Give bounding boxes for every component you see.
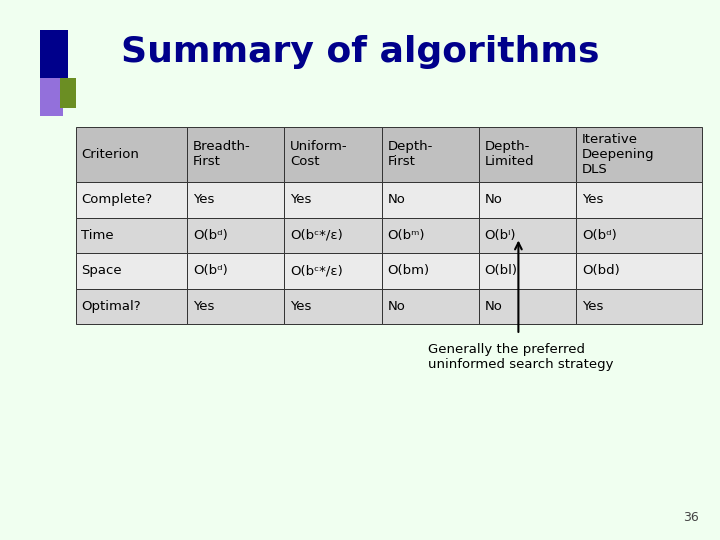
Text: O(bm): O(bm) (387, 264, 430, 277)
Text: Space: Space (81, 264, 122, 277)
Text: O(bᶜ*/ε): O(bᶜ*/ε) (290, 229, 343, 242)
Text: No: No (485, 193, 503, 206)
Text: Optimal?: Optimal? (81, 300, 141, 313)
Text: Time: Time (81, 229, 114, 242)
Text: Criterion: Criterion (81, 148, 139, 161)
Text: O(bᶜ*/ε): O(bᶜ*/ε) (290, 264, 343, 277)
Text: Yes: Yes (193, 300, 215, 313)
Text: O(bᵈ): O(bᵈ) (193, 229, 228, 242)
Text: Depth-
Limited: Depth- Limited (485, 140, 534, 168)
Text: O(bl): O(bl) (485, 264, 518, 277)
Text: O(bᵐ): O(bᵐ) (387, 229, 425, 242)
Text: Iterative
Deepening
DLS: Iterative Deepening DLS (582, 133, 654, 176)
Text: O(bd): O(bd) (582, 264, 619, 277)
Text: Uniform-
Cost: Uniform- Cost (290, 140, 348, 168)
Text: Yes: Yes (290, 300, 312, 313)
Text: O(bˡ): O(bˡ) (485, 229, 516, 242)
Text: O(bᵈ): O(bᵈ) (582, 229, 616, 242)
Text: No: No (387, 300, 405, 313)
Text: Generally the preferred
uninformed search strategy: Generally the preferred uninformed searc… (428, 343, 614, 371)
Text: Depth-
First: Depth- First (387, 140, 433, 168)
Text: 36: 36 (683, 511, 698, 524)
Text: Complete?: Complete? (81, 193, 153, 206)
Text: Yes: Yes (582, 193, 603, 206)
Text: Breadth-
First: Breadth- First (193, 140, 251, 168)
Text: O(bᵈ): O(bᵈ) (193, 264, 228, 277)
Text: No: No (485, 300, 503, 313)
Text: Summary of algorithms: Summary of algorithms (121, 35, 599, 69)
Text: Yes: Yes (193, 193, 215, 206)
Text: Yes: Yes (290, 193, 312, 206)
Text: No: No (387, 193, 405, 206)
Text: Yes: Yes (582, 300, 603, 313)
